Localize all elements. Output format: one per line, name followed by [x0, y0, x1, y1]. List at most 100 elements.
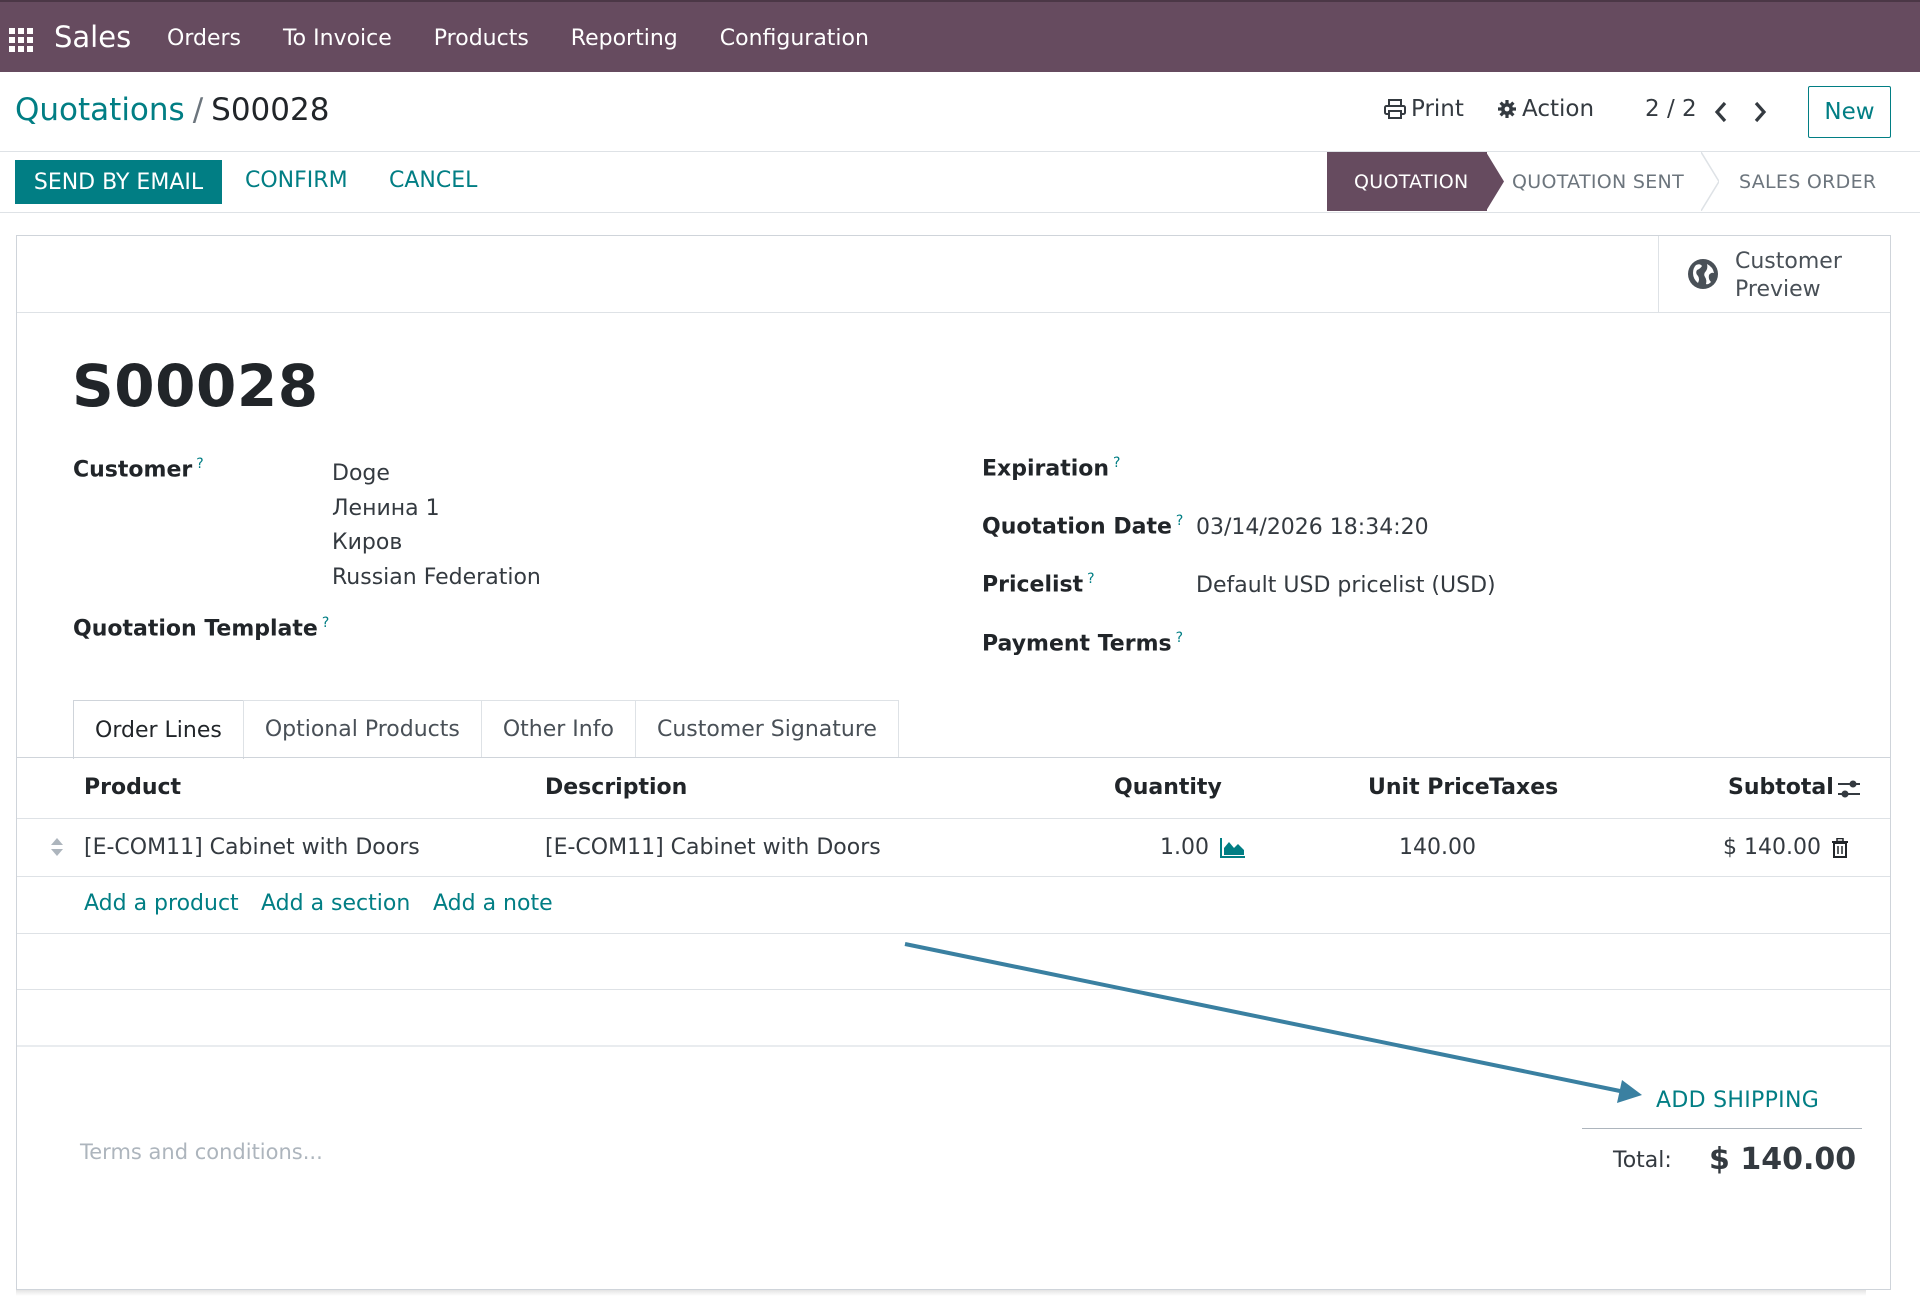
stage-quotation-label: QUOTATION [1354, 170, 1469, 193]
top-navbar: Sales Orders To Invoice Products Reporti… [0, 0, 1920, 72]
page-title: S00028 [72, 352, 319, 420]
customer-field[interactable]: Doge Ленина 1 Киров Russian Federation [332, 457, 541, 595]
drag-handle-icon[interactable] [50, 837, 64, 857]
gear-icon [1498, 100, 1516, 118]
payment-terms-label-text: Payment Terms [982, 631, 1172, 657]
stage-arrow [1486, 152, 1504, 211]
column-quantity[interactable]: Quantity [1114, 775, 1222, 800]
area-chart-icon[interactable] [1220, 838, 1246, 858]
help-icon[interactable]: ? [1113, 455, 1121, 471]
customer-street: Ленина 1 [332, 495, 440, 521]
divider [17, 1045, 1890, 1047]
cell-description[interactable]: [E-COM11] Cabinet with Doors [545, 835, 881, 860]
customer-preview-button[interactable]: Customer Preview [1658, 236, 1890, 312]
help-icon[interactable]: ? [1175, 630, 1184, 646]
printer-icon [1384, 99, 1406, 119]
cell-subtotal: $ 140.00 [1723, 835, 1821, 860]
pager-value[interactable]: 2 / 2 [1645, 96, 1697, 122]
form-sheet: Customer Preview [16, 235, 1891, 1290]
action-label: Action [1522, 96, 1595, 122]
column-taxes[interactable]: Taxes [1489, 775, 1559, 800]
status-bar: QUOTATION QUOTATION SENT SALES ORDER [1327, 152, 1889, 211]
divider [17, 989, 1890, 990]
customer-preview-line1: Customer [1735, 249, 1842, 274]
stage-arrow [1701, 152, 1719, 211]
quotation-date-field[interactable]: 03/14/2026 18:34:20 [1196, 515, 1429, 540]
action-button[interactable]: Action [1497, 96, 1594, 122]
column-subtotal[interactable]: Subtotal [1728, 775, 1834, 800]
sliders-icon[interactable] [1837, 778, 1861, 800]
main-menu: Orders To Invoice Products Reporting Con… [167, 26, 911, 51]
divider [17, 757, 1890, 758]
cancel-button[interactable]: CANCEL [389, 168, 478, 193]
total-label: Total: [1613, 1148, 1672, 1173]
pricelist-field[interactable]: Default USD pricelist (USD) [1196, 573, 1496, 598]
cell-product[interactable]: [E-COM11] Cabinet with Doors [84, 835, 420, 860]
customer-label: Customer? [73, 456, 204, 482]
button-box: Customer Preview [17, 236, 1890, 313]
add-note-link[interactable]: Add a note [433, 891, 553, 916]
tab-order-lines[interactable]: Order Lines [73, 700, 244, 759]
payment-terms-label: Payment Terms? [982, 630, 1183, 656]
menu-to-invoice[interactable]: To Invoice [282, 26, 392, 51]
divider [17, 933, 1890, 934]
divider [17, 876, 1890, 877]
menu-configuration[interactable]: Configuration [719, 26, 869, 51]
add-section-link[interactable]: Add a section [261, 891, 411, 916]
tab-optional-products[interactable]: Optional Products [242, 700, 482, 758]
divider [0, 151, 1920, 152]
stage-quotation-sent-label: QUOTATION SENT [1512, 170, 1684, 193]
column-product[interactable]: Product [84, 775, 182, 800]
divider [0, 212, 1920, 213]
customer-country: Russian Federation [332, 564, 541, 590]
menu-products[interactable]: Products [433, 26, 529, 51]
stage-quotation[interactable]: QUOTATION [1327, 152, 1487, 211]
expiration-label: Expiration? [982, 455, 1120, 481]
stage-sales-order[interactable]: SALES ORDER [1719, 152, 1889, 211]
notebook-tabs: Order Lines Optional Products Other Info… [73, 700, 899, 759]
total-amount: $ 140.00 [1709, 1142, 1857, 1177]
chevron-right-icon[interactable] [1753, 101, 1767, 123]
cell-quantity[interactable]: 1.00 [1160, 835, 1209, 860]
stage-quotation-sent[interactable]: QUOTATION SENT [1504, 152, 1701, 211]
app-brand[interactable]: Sales [54, 20, 132, 54]
tab-other-info[interactable]: Other Info [480, 700, 636, 758]
divider [1582, 1128, 1862, 1129]
trash-icon[interactable] [1831, 838, 1849, 858]
menu-reporting[interactable]: Reporting [570, 26, 678, 51]
send-by-email-button[interactable]: SEND BY EMAIL [15, 160, 222, 204]
quotation-date-label: Quotation Date? [982, 513, 1183, 539]
terms-and-conditions-field[interactable]: Terms and conditions... [80, 1140, 323, 1164]
confirm-button[interactable]: CONFIRM [245, 168, 348, 193]
help-icon[interactable]: ? [321, 615, 330, 631]
chevron-left-icon[interactable] [1714, 101, 1728, 123]
customer-preview-line2: Preview [1735, 277, 1821, 302]
add-product-link[interactable]: Add a product [84, 891, 239, 916]
divider [17, 818, 1890, 819]
apps-grid-icon[interactable] [9, 28, 33, 52]
quotation-template-label-text: Quotation Template [73, 616, 318, 642]
cell-unit-price[interactable]: 140.00 [1399, 835, 1476, 860]
sheet-shadow [16, 1290, 1866, 1296]
pricelist-label: Pricelist? [982, 571, 1095, 597]
customer-label-text: Customer [73, 457, 193, 483]
print-button[interactable]: Print [1384, 96, 1464, 122]
help-icon[interactable]: ? [196, 456, 204, 472]
tab-customer-signature[interactable]: Customer Signature [634, 700, 899, 758]
customer-name: Doge [332, 461, 390, 486]
column-unit-price[interactable]: Unit Price [1368, 775, 1490, 800]
customer-city: Киров [332, 530, 403, 555]
help-icon[interactable]: ? [1175, 513, 1184, 529]
menu-orders[interactable]: Orders [167, 26, 241, 51]
print-label: Print [1411, 96, 1464, 122]
stage-sales-order-label: SALES ORDER [1739, 170, 1877, 193]
pricelist-label-text: Pricelist [982, 572, 1084, 598]
help-icon[interactable]: ? [1087, 571, 1095, 587]
column-description[interactable]: Description [545, 775, 688, 800]
quotation-template-label: Quotation Template? [73, 615, 329, 641]
new-button[interactable]: New [1808, 86, 1891, 138]
add-shipping-button[interactable]: ADD SHIPPING [1656, 1088, 1820, 1113]
breadcrumb-quotations[interactable]: Quotations [15, 92, 185, 128]
breadcrumb-current: S00028 [211, 92, 330, 128]
customer-preview-label: Customer Preview [1735, 248, 1875, 304]
